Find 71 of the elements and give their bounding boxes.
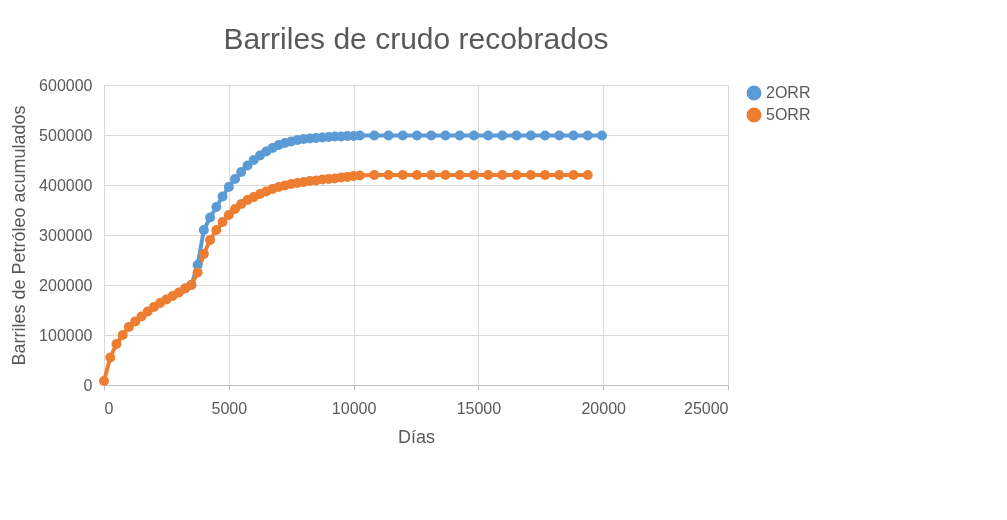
x-tick-label: 5000	[211, 399, 248, 417]
point	[205, 212, 216, 223]
x-tick-label: 10000	[331, 399, 377, 417]
point	[117, 330, 128, 340]
point	[217, 191, 228, 202]
point	[454, 170, 465, 180]
point	[568, 170, 579, 180]
point	[596, 130, 607, 141]
point	[426, 170, 437, 180]
point	[111, 339, 122, 349]
point	[468, 130, 479, 141]
point	[397, 130, 408, 141]
y-tick-label: 100000	[39, 326, 93, 344]
point	[540, 130, 551, 141]
point	[211, 202, 222, 212]
point	[554, 130, 565, 141]
point	[192, 267, 203, 278]
point	[130, 316, 141, 327]
point	[497, 170, 508, 180]
point	[230, 204, 241, 214]
chart-title: Barriles de crudo recobrados	[223, 22, 609, 55]
point	[236, 167, 247, 177]
point	[412, 130, 422, 141]
point	[554, 170, 565, 180]
legend-label: 2ORR	[766, 84, 811, 101]
y-axis-title: Barriles de Petróleo acumulados	[9, 105, 30, 366]
point	[369, 170, 380, 180]
point	[123, 322, 134, 332]
point	[198, 225, 209, 235]
point	[223, 210, 234, 220]
y-tick-label: 600000	[39, 76, 93, 94]
x-tick-label: 0	[104, 399, 114, 417]
x-axis-title: Días	[397, 426, 436, 447]
y-tick-label: 400000	[39, 176, 93, 194]
y-tick-label: 0	[83, 376, 93, 394]
point	[412, 170, 422, 180]
point	[540, 170, 551, 180]
legend-label: 5ORR	[766, 106, 811, 123]
point	[568, 130, 579, 141]
point	[483, 130, 494, 141]
point	[582, 170, 593, 180]
point	[511, 130, 522, 141]
point	[383, 130, 394, 141]
x-tick-label: 15000	[456, 399, 502, 417]
point	[205, 235, 216, 245]
point	[525, 130, 536, 141]
point	[440, 170, 451, 180]
point	[497, 130, 508, 141]
y-tick-label: 300000	[39, 226, 93, 244]
point	[230, 174, 241, 184]
x-tick-label: 20000	[581, 399, 627, 417]
point	[525, 170, 536, 180]
point	[99, 376, 109, 386]
point	[383, 170, 394, 180]
point	[511, 170, 522, 180]
point	[105, 352, 116, 363]
point	[369, 130, 380, 141]
point	[211, 225, 222, 235]
point	[582, 130, 593, 141]
x-tick-label: 25000	[684, 399, 729, 417]
point	[217, 217, 228, 227]
point	[440, 130, 451, 141]
point	[426, 130, 437, 141]
point	[468, 170, 479, 180]
point	[454, 130, 465, 141]
y-tick-label: 500000	[39, 126, 93, 144]
point	[397, 170, 408, 180]
point	[483, 170, 494, 180]
y-tick-label: 200000	[39, 276, 93, 294]
point	[223, 182, 234, 192]
point	[198, 249, 209, 259]
